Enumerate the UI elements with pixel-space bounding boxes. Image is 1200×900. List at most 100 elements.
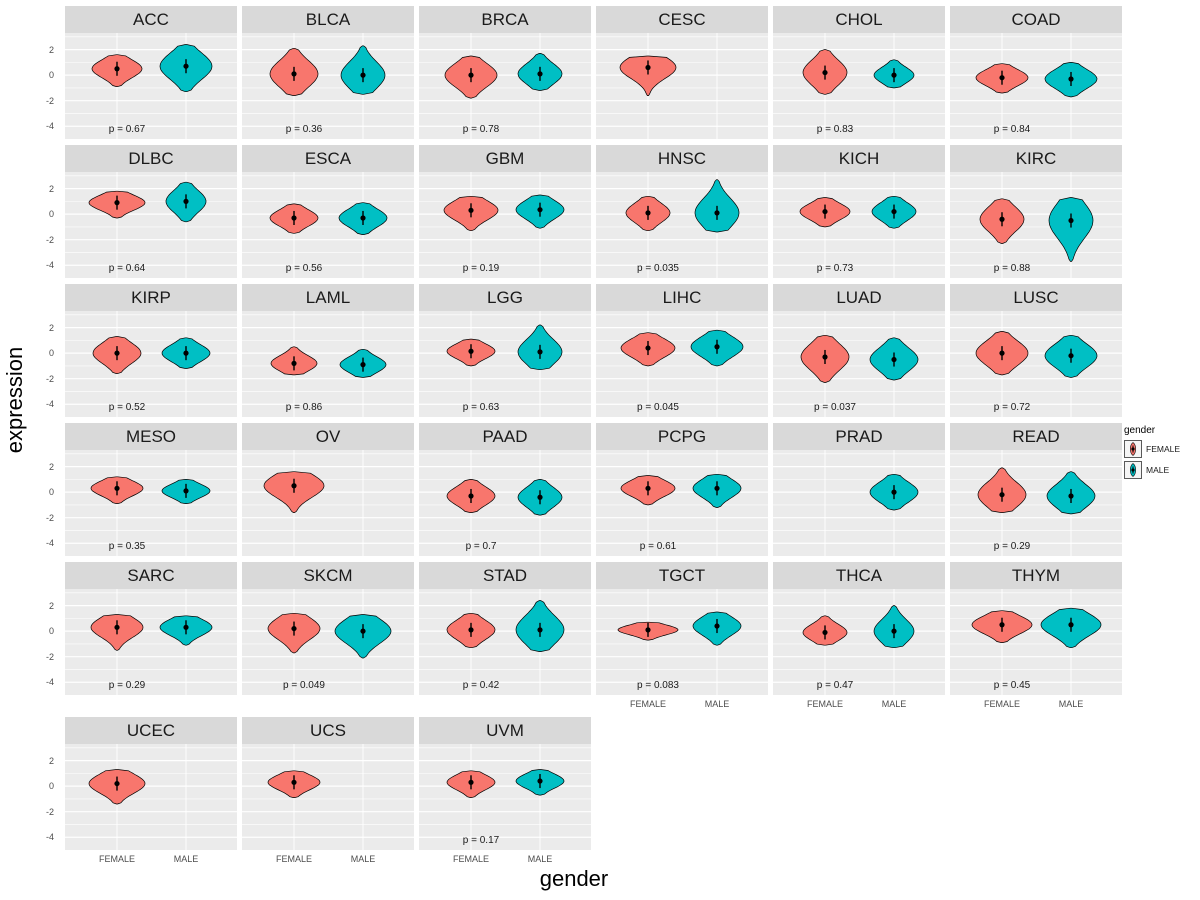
facet-panel: p = 0.17 <box>419 744 591 850</box>
panel-background <box>242 172 414 278</box>
x-tick-label: MALE <box>527 854 553 864</box>
facet-panel: p = 0.88 <box>950 172 1122 278</box>
panel-background <box>596 311 768 417</box>
mean-point-female <box>822 69 828 76</box>
x-tick-labels: FEMALE MALE <box>950 695 1122 711</box>
p-value-label: p = 0.52 <box>109 402 146 413</box>
facet-strip-label: THCA <box>773 562 945 589</box>
mean-point-female <box>999 75 1005 81</box>
facet-strip-label: KIRP <box>65 284 237 311</box>
p-value-label: p = 0.47 <box>817 680 854 691</box>
mean-point-female <box>291 71 297 77</box>
facet-panel: p = 0.64 <box>65 172 237 278</box>
facet-strip-label: OV <box>242 423 414 450</box>
y-tick-label: -4 <box>45 260 54 271</box>
x-axis-title: gender <box>539 866 609 891</box>
mean-point-male <box>537 349 543 355</box>
y-tick-label: -4 <box>45 538 54 549</box>
p-value-label: p = 0.35 <box>109 541 146 552</box>
facet-gbm: GBM p = 0.19 <box>419 145 591 278</box>
panel-background <box>773 589 945 695</box>
facet-panel <box>242 450 414 556</box>
x-tick-label: MALE <box>1058 699 1084 709</box>
panel-background <box>242 33 414 139</box>
panel-background <box>242 744 414 850</box>
facet-panel: p = 0.045 <box>596 311 768 417</box>
y-tick-label: -4 <box>45 677 54 688</box>
y-axis-ticks: 2 0 -2 -4 <box>26 423 60 556</box>
mean-point-female <box>291 215 297 221</box>
facet-lgg: LGG p = 0.63 <box>419 284 591 417</box>
facet-uvm: UVM p = 0.17 FEMALE MALE <box>419 717 591 866</box>
facet-panel: p = 0.61 <box>596 450 768 556</box>
p-value-label: p = 0.083 <box>637 680 679 691</box>
panel-background <box>242 450 414 556</box>
facet-strip-label: CHOL <box>773 6 945 33</box>
facet-strip-label: GBM <box>419 145 591 172</box>
y-tick-label: 2 <box>48 755 54 766</box>
facet-lihc: LIHC p = 0.045 <box>596 284 768 417</box>
facet-strip-label: SARC <box>65 562 237 589</box>
facet-chol: CHOL p = 0.83 <box>773 6 945 139</box>
facet-panel: p = 0.83 <box>773 33 945 139</box>
mean-point-female <box>645 210 651 216</box>
panel-background <box>950 33 1122 139</box>
y-tick-label: -2 <box>45 95 54 106</box>
violin-male <box>1048 197 1094 262</box>
facet-panel: p = 0.7 <box>419 450 591 556</box>
y-tick-label: -2 <box>45 806 54 817</box>
facet-brca: BRCA p = 0.78 <box>419 6 591 139</box>
mean-point-male <box>360 215 366 221</box>
facet-panel: p = 0.52 <box>65 311 237 417</box>
panel-background <box>950 589 1122 695</box>
facet-panel: p = 0.083 <box>596 589 768 695</box>
facet-strip-label: ACC <box>65 6 237 33</box>
x-tick-label: FEMALE <box>983 699 1021 709</box>
mean-point-female <box>645 345 651 351</box>
panel-background <box>65 311 237 417</box>
panel-background <box>419 172 591 278</box>
x-tick-labels: FEMALE MALE <box>773 695 945 711</box>
p-value-label: p = 0.64 <box>109 263 146 274</box>
mean-point-female <box>114 485 120 491</box>
facet-strip-label: READ <box>950 423 1122 450</box>
mean-point-female <box>468 207 474 213</box>
mean-point-male <box>714 210 720 216</box>
facet-acc: ACC p = 0.67 <box>65 6 237 139</box>
facet-panel: p = 0.86 <box>242 311 414 417</box>
panel-background <box>419 450 591 556</box>
p-value-label: p = 0.73 <box>817 263 854 274</box>
mean-point-male <box>537 627 543 633</box>
facet-meso: MESO p = 0.35 <box>65 423 237 556</box>
y-tick-label: -4 <box>45 399 54 410</box>
y-tick-label: 0 <box>48 626 54 637</box>
facet-panel: p = 0.56 <box>242 172 414 278</box>
mean-point-male <box>183 63 189 69</box>
facet-panel <box>596 33 768 139</box>
p-value-label: p = 0.72 <box>994 402 1031 413</box>
y-tick-label: 2 <box>48 322 54 333</box>
mean-point-female <box>645 64 651 71</box>
p-value-label: p = 0.29 <box>109 680 146 691</box>
mean-point-female <box>291 779 297 785</box>
facet-tgct: TGCT p = 0.083 FEMALE MALE <box>596 562 768 711</box>
facet-hnsc: HNSC p = 0.035 <box>596 145 768 278</box>
mean-point-female <box>999 622 1005 628</box>
facet-thca: THCA p = 0.47 FEMALE MALE <box>773 562 945 711</box>
x-tick-label: FEMALE <box>806 699 844 709</box>
panel-background <box>65 744 237 850</box>
mean-point-male <box>360 628 366 634</box>
facet-strip-label: LIHC <box>596 284 768 311</box>
facet-panel: p = 0.36 <box>242 33 414 139</box>
y-tick-label: 2 <box>48 461 54 472</box>
legend-label: MALE <box>1146 465 1170 475</box>
legend-title: gender <box>1124 425 1156 436</box>
facet-prad: PRAD <box>773 423 945 556</box>
mean-point-male <box>1068 217 1074 224</box>
facet-strip-label: UVM <box>419 717 591 744</box>
p-value-label: p = 0.56 <box>286 263 323 274</box>
facet-skcm: SKCM p = 0.049 <box>242 562 414 695</box>
y-tick-label: -4 <box>45 832 54 843</box>
facet-strip-label: UCEC <box>65 717 237 744</box>
mean-point-male <box>1068 353 1074 359</box>
